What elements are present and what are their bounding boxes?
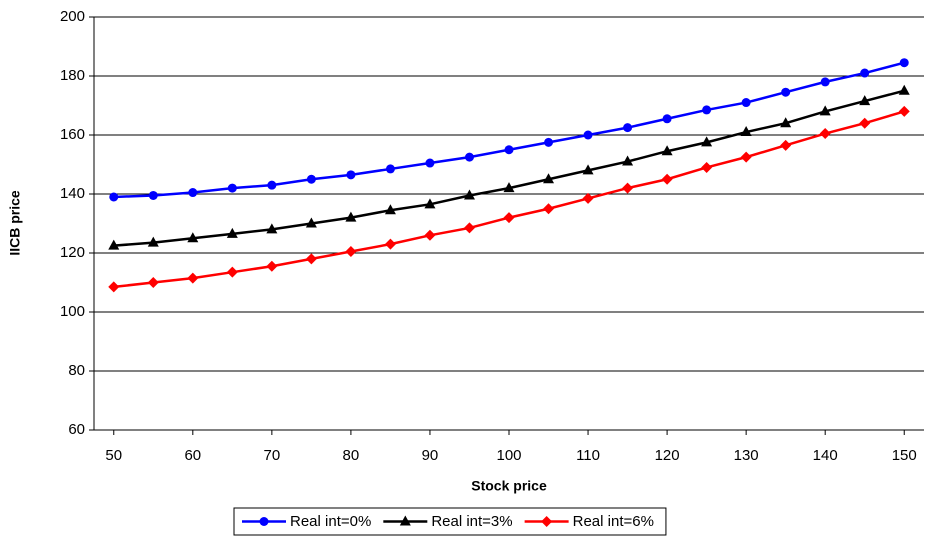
- legend-label: Real int=3%: [431, 513, 512, 530]
- marker: [305, 217, 317, 228]
- marker: [266, 260, 278, 272]
- marker: [622, 155, 634, 166]
- y-tick-label: 200: [60, 8, 85, 25]
- x-tick-label: 100: [496, 447, 521, 464]
- x-tick-label: 90: [422, 447, 439, 464]
- marker: [424, 229, 436, 241]
- marker: [583, 130, 593, 140]
- marker: [346, 170, 356, 180]
- marker: [543, 173, 555, 184]
- legend: Real int=0% Real int=3% Real int=6%: [233, 507, 667, 536]
- x-tick-label: 80: [343, 447, 360, 464]
- marker: [345, 246, 357, 258]
- legend-box: [233, 507, 667, 536]
- x-tick-label: 120: [655, 447, 680, 464]
- marker: [425, 158, 435, 168]
- marker: [701, 161, 713, 173]
- x-tick-label: 140: [813, 447, 838, 464]
- marker: [463, 222, 475, 234]
- x-tick-label: 70: [264, 447, 281, 464]
- marker: [623, 123, 633, 133]
- y-tick-label: 80: [68, 362, 85, 379]
- marker: [741, 98, 751, 108]
- y-tick-label: 140: [60, 185, 85, 202]
- marker: [187, 232, 199, 243]
- marker: [147, 236, 159, 247]
- legend-label: Real int=0%: [290, 513, 371, 530]
- marker: [384, 204, 396, 215]
- marker: [306, 174, 316, 184]
- marker: [147, 277, 159, 288]
- marker: [267, 180, 277, 190]
- marker: [860, 68, 870, 78]
- marker: [622, 182, 634, 194]
- marker: [702, 105, 712, 115]
- legend-label: Real int=6%: [573, 513, 654, 530]
- y-tick-label: 100: [60, 303, 85, 320]
- marker: [108, 281, 120, 293]
- x-tick-label: 130: [734, 447, 759, 464]
- marker: [148, 190, 158, 200]
- marker: [109, 192, 119, 202]
- y-tick-label: 60: [68, 421, 85, 438]
- marker: [266, 223, 278, 234]
- marker: [305, 253, 317, 265]
- marker: [504, 145, 514, 155]
- marker: [463, 189, 475, 200]
- marker: [899, 58, 909, 68]
- x-tick-label: 50: [105, 447, 122, 464]
- x-axis-label: Stock price: [471, 478, 547, 494]
- marker: [582, 192, 594, 204]
- marker: [544, 137, 554, 147]
- marker: [108, 239, 120, 250]
- marker: [819, 128, 831, 140]
- x-tick-label: 60: [184, 447, 201, 464]
- marker: [780, 139, 792, 151]
- marker: [740, 151, 752, 163]
- y-tick-label: 160: [60, 126, 85, 143]
- marker: [226, 227, 238, 238]
- marker: [188, 188, 198, 198]
- y-tick-label: 120: [60, 244, 85, 261]
- marker: [503, 212, 515, 224]
- marker: [424, 198, 436, 209]
- marker: [781, 87, 791, 97]
- marker: [187, 272, 199, 284]
- marker: [541, 516, 553, 527]
- marker: [740, 126, 752, 137]
- marker: [898, 84, 910, 95]
- y-axis-label: IICB price: [7, 190, 23, 256]
- marker: [384, 238, 396, 250]
- x-tick-label: 150: [892, 447, 917, 464]
- marker: [543, 203, 555, 215]
- marker: [399, 515, 411, 526]
- marker: [701, 136, 713, 147]
- marker: [227, 183, 237, 193]
- x-tick-label: 110: [576, 447, 600, 464]
- marker: [259, 517, 269, 526]
- marker: [898, 105, 910, 117]
- marker: [582, 164, 594, 175]
- y-tick-label: 180: [60, 67, 85, 84]
- marker: [859, 95, 871, 106]
- marker: [385, 164, 395, 174]
- marker: [780, 117, 792, 128]
- marker: [662, 114, 672, 124]
- marker: [345, 211, 357, 222]
- marker: [661, 173, 673, 185]
- marker: [503, 182, 515, 193]
- marker: [661, 145, 673, 156]
- marker: [819, 105, 831, 116]
- marker: [226, 266, 238, 278]
- series-line: [113, 110, 905, 289]
- marker: [464, 152, 474, 162]
- series-line: [113, 61, 905, 199]
- marker: [820, 77, 830, 87]
- marker: [859, 117, 871, 129]
